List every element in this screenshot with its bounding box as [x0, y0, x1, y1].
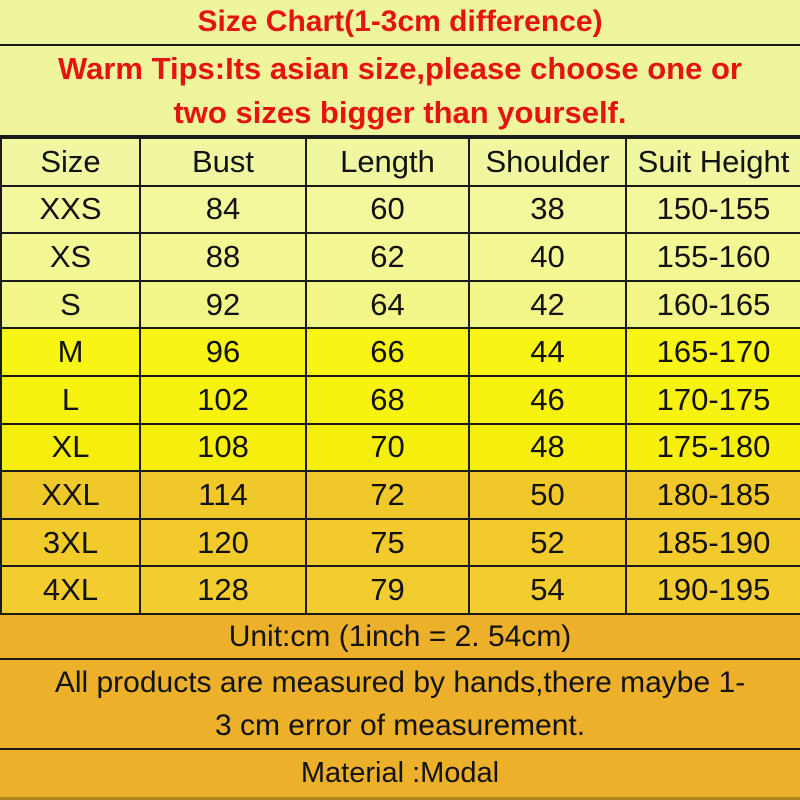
cell-size: 4XL [0, 565, 141, 615]
cell-shoulder: 42 [468, 279, 627, 330]
cell-size: XXS [0, 184, 141, 235]
cell-bust: 92 [139, 279, 307, 330]
measurement-note-line-2: 3 cm error of measurement. [214, 709, 586, 742]
col-header-bust: Bust [139, 137, 307, 187]
cell-length: 60 [305, 184, 470, 235]
table-row: S 92 64 42 160-165 [0, 279, 800, 330]
cell-suit-height: 185-190 [625, 517, 800, 568]
cell-shoulder: 48 [468, 422, 627, 473]
table-row: XXS 84 60 38 150-155 [0, 184, 800, 235]
cell-shoulder: 50 [468, 470, 627, 520]
table-row: 4XL 128 79 54 190-195 [0, 565, 800, 615]
cell-bust: 120 [139, 517, 307, 568]
unit-note: Unit:cm (1inch = 2. 54cm) [0, 615, 800, 660]
table-row: XS 88 62 40 155-160 [0, 232, 800, 282]
cell-suit-height: 150-155 [625, 184, 800, 235]
cell-bust: 84 [139, 184, 307, 235]
size-table: Size Bust Length Shoulder Suit Height XX… [0, 137, 800, 615]
cell-bust: 96 [139, 327, 307, 377]
table-row: 3XL 120 75 52 185-190 [0, 517, 800, 568]
col-header-length: Length [305, 137, 470, 187]
cell-suit-height: 165-170 [625, 327, 800, 377]
table-row: M 96 66 44 165-170 [0, 327, 800, 377]
cell-shoulder: 44 [468, 327, 627, 377]
col-header-suit-height: Suit Height [625, 137, 800, 187]
cell-size: XXL [0, 470, 141, 520]
cell-bust: 128 [139, 565, 307, 615]
measurement-note: All products are measured by hands,there… [0, 660, 800, 750]
cell-shoulder: 54 [468, 565, 627, 615]
cell-length: 79 [305, 565, 470, 615]
cell-length: 70 [305, 422, 470, 473]
cell-suit-height: 180-185 [625, 470, 800, 520]
table-row: XXL 114 72 50 180-185 [0, 470, 800, 520]
cell-size: L [0, 374, 141, 425]
cell-bust: 88 [139, 232, 307, 282]
page-title: Size Chart(1-3cm difference) [0, 0, 800, 46]
cell-size: 3XL [0, 517, 141, 568]
measurement-note-line-1: All products are measured by hands,there… [54, 666, 746, 699]
cell-length: 64 [305, 279, 470, 330]
table-row: XL 108 70 48 175-180 [0, 422, 800, 473]
col-header-shoulder: Shoulder [468, 137, 627, 187]
table-header-row: Size Bust Length Shoulder Suit Height [0, 137, 800, 187]
cell-length: 66 [305, 327, 470, 377]
cell-suit-height: 155-160 [625, 232, 800, 282]
cell-shoulder: 52 [468, 517, 627, 568]
cell-size: XS [0, 232, 141, 282]
cell-bust: 114 [139, 470, 307, 520]
cell-shoulder: 38 [468, 184, 627, 235]
cell-bust: 108 [139, 422, 307, 473]
table-row: L 102 68 46 170-175 [0, 374, 800, 425]
cell-shoulder: 40 [468, 232, 627, 282]
cell-bust: 102 [139, 374, 307, 425]
cell-length: 68 [305, 374, 470, 425]
material-note: Material :Modal [0, 750, 800, 800]
cell-length: 75 [305, 517, 470, 568]
cell-length: 62 [305, 232, 470, 282]
cell-size: M [0, 327, 141, 377]
unit-note-text: Unit:cm (1inch = 2. 54cm) [228, 619, 572, 653]
cell-suit-height: 170-175 [625, 374, 800, 425]
warm-tips: Warm Tips:Its asian size,please choose o… [0, 46, 800, 137]
cell-length: 72 [305, 470, 470, 520]
cell-shoulder: 46 [468, 374, 627, 425]
cell-suit-height: 160-165 [625, 279, 800, 330]
cell-size: XL [0, 422, 141, 473]
cell-suit-height: 175-180 [625, 422, 800, 473]
warm-tips-line-1: Warm Tips:Its asian size,please choose o… [58, 50, 742, 86]
warm-tips-line-2: two sizes bigger than yourself. [173, 94, 627, 130]
cell-suit-height: 190-195 [625, 565, 800, 615]
cell-size: S [0, 279, 141, 330]
material-note-text: Material :Modal [300, 757, 500, 789]
col-header-size: Size [0, 137, 141, 187]
